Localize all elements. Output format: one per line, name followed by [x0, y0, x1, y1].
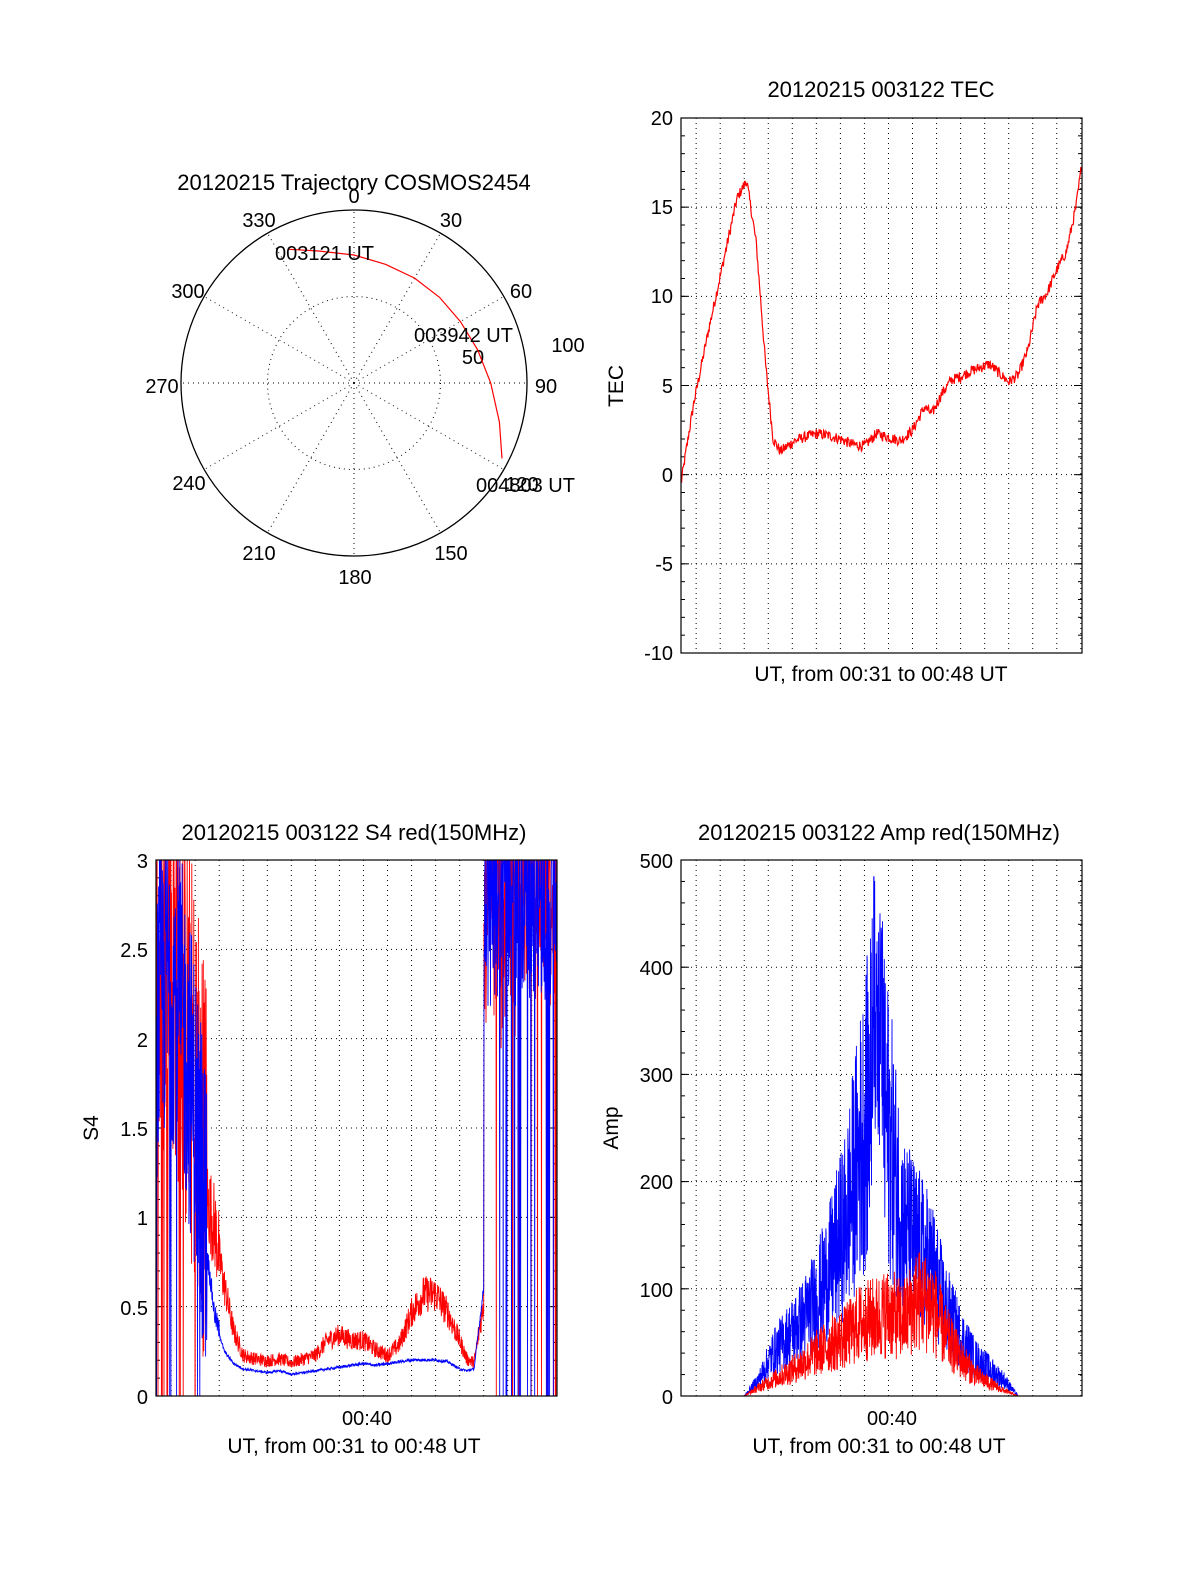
s4-x-axis-label: UT, from 00:31 to 00:48 UT — [227, 1435, 480, 1458]
amp-ytick-label: 400 — [640, 958, 673, 980]
tec-y-tick-labels: -10 -5 0 5 10 15 20 — [644, 108, 673, 665]
tec-ytick-label: 15 — [651, 197, 673, 219]
angle-label-120: 120 — [505, 474, 538, 496]
s4-title: 20120215 003122 S4 red(150MHz) — [182, 820, 527, 845]
tec-title: 20120215 003122 TEC — [767, 77, 994, 102]
amp-y-tick-labels: 0 100 200 300 400 500 — [640, 851, 673, 1409]
polar-spoke — [203, 296, 355, 384]
s4-y-tick-labels: 0 0.5 1 1.5 2 2.5 3 — [120, 851, 148, 1409]
annotation-end-time: 004803 UT — [476, 475, 575, 497]
amp-x-axis-label: UT, from 00:31 to 00:48 UT — [752, 1435, 1005, 1458]
s4-xtick-label: 00:40 — [342, 1408, 392, 1430]
polar-grid — [181, 210, 527, 556]
s4-ytick-label: 3 — [137, 851, 148, 873]
tec-series-red — [680, 166, 1083, 483]
tec-ytick-label: -10 — [644, 643, 673, 665]
amp-title: 20120215 003122 Amp red(150MHz) — [698, 820, 1060, 845]
annotation-start-time: 003121 UT — [275, 243, 374, 265]
tec-ytick-label: 20 — [651, 108, 673, 130]
tec-plot: 20120215 003122 TEC -10 -5 0 5 10 15 20 … — [605, 77, 1083, 686]
angle-label-240: 240 — [172, 473, 205, 495]
radius-label-100: 100 — [551, 335, 584, 357]
s4-plot: 20120215 003122 S4 red(150MHz) 0 0.5 1 1… — [80, 820, 558, 1458]
amp-series-red — [681, 1252, 1082, 1397]
angle-label-180: 180 — [338, 567, 371, 589]
tec-ytick-label: 0 — [662, 465, 673, 487]
s4-ytick-label: 1 — [137, 1208, 148, 1230]
amp-frame — [680, 859, 1083, 1397]
trajectory-line — [288, 248, 503, 459]
polar-ring-50 — [267, 296, 441, 470]
polar-outer-circle — [180, 209, 528, 557]
amp-ytick-label: 500 — [640, 851, 673, 873]
tec-x-axis-label: UT, from 00:31 to 00:48 UT — [754, 663, 1007, 686]
tec-ytick-label: 5 — [662, 376, 673, 398]
angle-label-30: 30 — [440, 210, 462, 232]
amp-ytick-label: 300 — [640, 1065, 673, 1087]
s4-frame — [155, 859, 558, 1397]
s4-series-group — [155, 858, 558, 1397]
tec-y-axis-label: TEC — [605, 365, 628, 407]
polar-title: 20120215 Trajectory COSMOS2454 — [177, 170, 530, 195]
angle-label-330: 330 — [242, 210, 275, 232]
angle-label-150: 150 — [434, 543, 467, 565]
angle-label-300: 300 — [171, 281, 204, 303]
angle-label-210: 210 — [242, 543, 275, 565]
s4-ytick-label: 2 — [137, 1030, 148, 1052]
amp-ytick-label: 200 — [640, 1172, 673, 1194]
tec-ytick-label: 10 — [651, 286, 673, 308]
amp-ytick-label: 100 — [640, 1280, 673, 1302]
s4-ytick-label: 1.5 — [120, 1119, 148, 1141]
annotation-mid-time: 003942 UT — [414, 325, 513, 347]
s4-ytick-label: 2.5 — [120, 940, 148, 962]
polar-spoke — [203, 382, 355, 470]
amp-plot: 20120215 003122 Amp red(150MHz) 0 100 20… — [600, 820, 1083, 1458]
amp-series-group — [681, 876, 1082, 1397]
s4-ytick-label: 0.5 — [120, 1298, 148, 1320]
angle-label-90: 90 — [535, 376, 557, 398]
tec-frame — [680, 117, 1083, 654]
angle-label-0: 0 — [348, 186, 359, 208]
amp-ytick-label: 0 — [662, 1387, 673, 1409]
s4-ytick-label: 0 — [137, 1387, 148, 1409]
angle-label-270: 270 — [145, 376, 178, 398]
angle-label-60: 60 — [510, 281, 532, 303]
s4-y-axis-label: S4 — [80, 1115, 103, 1141]
amp-y-axis-label: Amp — [600, 1106, 623, 1149]
trajectory-polar-plot: 20120215 Trajectory COSMOS2454 0 30 60 9… — [145, 170, 584, 589]
s4-series-blue — [155, 859, 558, 1397]
tec-grid — [681, 117, 1082, 654]
amp-xtick-label: 00:40 — [867, 1408, 917, 1430]
tec-ytick-label: -5 — [655, 554, 673, 576]
